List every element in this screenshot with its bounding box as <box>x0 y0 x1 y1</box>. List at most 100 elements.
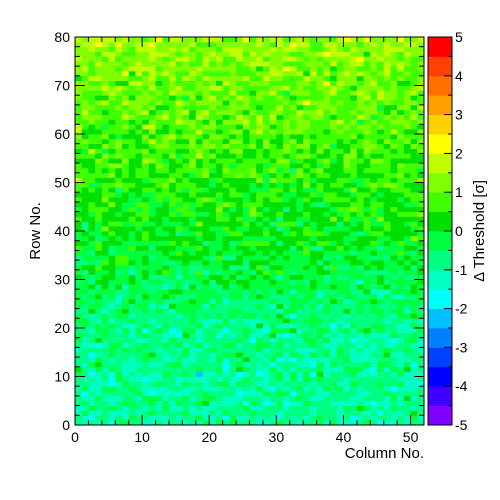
heatmap-cell <box>121 172 130 178</box>
heatmap-cell <box>108 318 116 324</box>
heatmap-cell <box>175 75 183 81</box>
heatmap-cell <box>336 95 344 101</box>
heatmap-cell <box>242 206 250 212</box>
heatmap-cell <box>229 366 237 372</box>
heatmap-cell <box>296 216 304 222</box>
heatmap-cell <box>128 245 136 251</box>
heatmap-cell <box>249 66 257 72</box>
heatmap-cell <box>383 143 391 149</box>
heatmap-cell <box>189 75 197 81</box>
heatmap-cell <box>309 177 317 183</box>
colorbar-band <box>428 347 452 368</box>
heatmap-cell <box>95 51 103 57</box>
heatmap-cell <box>95 294 103 300</box>
heatmap-cell <box>162 328 170 334</box>
heatmap-cell <box>236 240 244 246</box>
heatmap-cell <box>195 56 203 62</box>
heatmap-cell <box>81 201 89 208</box>
heatmap-cell <box>283 231 291 237</box>
colorbar-band <box>428 289 452 309</box>
heatmap-cell <box>75 197 83 203</box>
heatmap-cell <box>162 308 170 314</box>
heatmap-cell <box>81 264 89 271</box>
heatmap-cell <box>195 167 203 174</box>
heatmap-cell <box>316 216 324 222</box>
heatmap-cell <box>81 80 89 86</box>
heatmap-cell <box>262 405 270 411</box>
heatmap-cell <box>195 260 203 266</box>
heatmap-cell <box>303 206 311 212</box>
heatmap-cell <box>383 361 391 368</box>
heatmap-cell <box>283 104 291 111</box>
heatmap-cell <box>269 366 277 372</box>
heatmap-cell <box>148 153 156 159</box>
heatmap-cell <box>296 177 304 183</box>
heatmap-cell <box>242 197 250 203</box>
heatmap-cell <box>417 114 425 120</box>
heatmap-cell <box>175 381 183 387</box>
heatmap-cell <box>209 240 217 246</box>
heatmap-cell <box>350 100 358 106</box>
heatmap-cell <box>350 303 358 309</box>
heatmap-cell <box>356 182 364 188</box>
heatmap-cell <box>148 221 156 227</box>
heatmap-cell <box>88 100 96 106</box>
heatmap-cell <box>410 95 418 101</box>
heatmap-cell <box>377 41 385 48</box>
heatmap-cell <box>195 289 203 295</box>
heatmap-cell <box>262 192 270 198</box>
heatmap-cell <box>417 172 425 178</box>
heatmap-cell <box>256 226 264 232</box>
heatmap-cell <box>81 313 89 319</box>
heatmap-cell <box>101 153 109 159</box>
heatmap-cell <box>336 342 344 348</box>
heatmap-cell <box>383 231 391 237</box>
heatmap-cell <box>162 104 170 111</box>
heatmap-cell <box>75 182 83 188</box>
heatmap-cell <box>363 279 371 285</box>
heatmap-cell <box>403 163 411 169</box>
heatmap-cell <box>101 158 109 164</box>
heatmap-cell <box>350 104 358 111</box>
heatmap-cell <box>390 187 398 193</box>
heatmap-cell <box>175 109 183 115</box>
heatmap-cell <box>182 361 190 368</box>
heatmap-cell <box>343 95 351 101</box>
heatmap-cell <box>209 347 217 353</box>
heatmap-cell <box>148 61 156 67</box>
heatmap-cell <box>182 226 190 232</box>
heatmap-cell <box>162 357 170 363</box>
heatmap-cell <box>81 400 89 406</box>
heatmap-cell <box>209 177 217 183</box>
heatmap-cell <box>283 400 291 406</box>
heatmap-cell <box>410 129 418 135</box>
heatmap-cell <box>356 66 364 72</box>
heatmap-cell <box>168 405 177 411</box>
heatmap-cell <box>202 51 210 57</box>
heatmap-cell <box>309 201 317 208</box>
heatmap-cell <box>269 250 277 256</box>
heatmap-cell <box>229 260 237 266</box>
heatmap-cell <box>189 303 197 309</box>
heatmap-cell <box>121 95 130 101</box>
heatmap-cell <box>148 337 156 343</box>
heatmap-cell <box>262 206 270 212</box>
heatmap-cell <box>276 41 284 48</box>
heatmap-cell <box>323 337 331 343</box>
heatmap-cell <box>155 114 163 120</box>
heatmap-cells <box>75 37 425 426</box>
heatmap-cell <box>330 269 338 275</box>
heatmap-cell <box>229 56 237 62</box>
heatmap-cell <box>390 245 398 251</box>
heatmap-cell <box>296 342 304 348</box>
heatmap-cell <box>269 323 277 329</box>
heatmap-cell <box>95 41 103 48</box>
heatmap-cell <box>296 143 304 149</box>
heatmap-cell <box>296 395 304 402</box>
heatmap-cell <box>202 134 210 140</box>
heatmap-cell <box>309 85 317 91</box>
heatmap-cell <box>377 284 385 290</box>
heatmap-cell <box>242 337 250 343</box>
heatmap-cell <box>101 240 109 246</box>
heatmap-cell <box>262 264 270 271</box>
